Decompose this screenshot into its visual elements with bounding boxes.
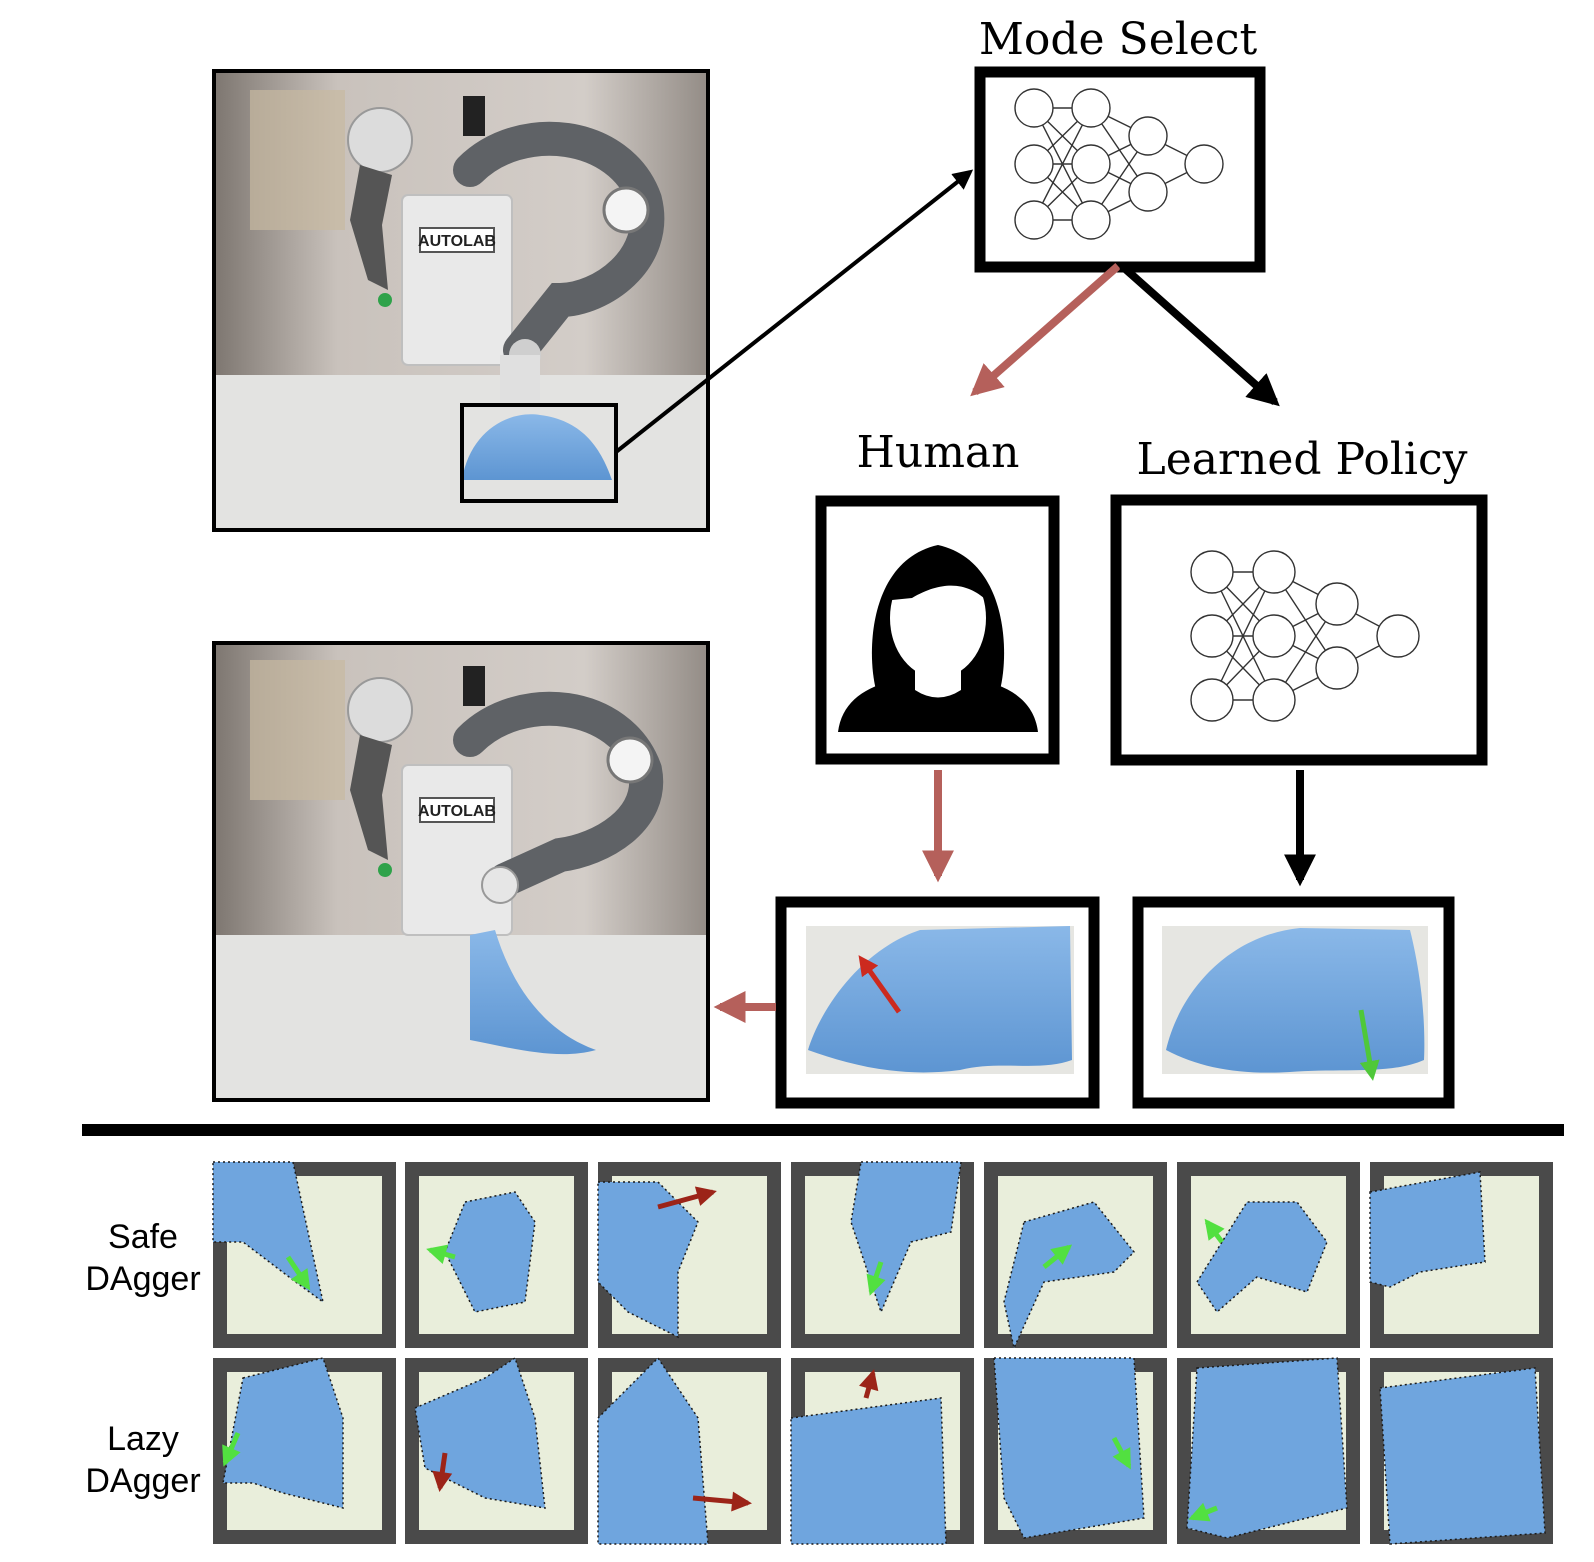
- mode-to-human-arrow: [970, 262, 1121, 397]
- robot-logo-text: AUTOLAB: [418, 233, 496, 250]
- cloth-highlight-box: [460, 403, 618, 503]
- red-action-arrowhead: [731, 1491, 752, 1512]
- cloth-shape: [222, 1357, 344, 1509]
- green-action-arrowhead: [866, 1273, 886, 1296]
- cloth-shape: [597, 1356, 709, 1545]
- cloth-shape: [597, 1181, 699, 1339]
- row-label-safe-line1: Safe: [108, 1218, 178, 1256]
- cloth-shape: [1369, 1171, 1486, 1288]
- human-label: Human: [856, 427, 1019, 478]
- robot-logo: [419, 227, 495, 253]
- human-correction-arrow: [858, 955, 902, 1014]
- human-action-box: [775, 896, 1100, 1109]
- green-action-arrowhead: [290, 1268, 311, 1291]
- green-action-arrowhead: [1050, 1244, 1073, 1265]
- learned-policy-box: [1110, 494, 1488, 766]
- trajectory-tile: [984, 1357, 1167, 1544]
- trajectory-tile: [405, 1162, 588, 1348]
- green-action-arrowhead: [1188, 1502, 1211, 1522]
- red-action-arrowhead: [859, 1369, 879, 1392]
- trajectory-tile: [405, 1356, 588, 1544]
- cloth-shape: [1196, 1201, 1328, 1314]
- trajectory-tiles: [212, 1161, 1553, 1545]
- cloth-shape: [414, 1356, 546, 1509]
- trajectory-tile: [790, 1358, 974, 1545]
- human-box: [815, 495, 1060, 765]
- red-action-arrowhead: [432, 1470, 453, 1492]
- trajectory-tile: [1177, 1162, 1360, 1348]
- observation-to-mode-select-arrow: [614, 169, 974, 454]
- robot-photo-top: AUTOLAB: [212, 69, 710, 532]
- cloth-shape: [1003, 1201, 1136, 1351]
- row-label-lazy-line1: Lazy: [107, 1420, 179, 1458]
- policy-action-arrow: [1358, 1009, 1380, 1081]
- trajectory-tile: [984, 1162, 1167, 1351]
- cloth-shape: [993, 1357, 1145, 1539]
- trajectory-tile: [1369, 1162, 1553, 1348]
- robot-photo-bottom: AUTOLAB: [212, 641, 710, 1102]
- trajectory-tile: [212, 1161, 396, 1348]
- trajectory-tile: [1177, 1357, 1360, 1544]
- trajectory-tile: [597, 1356, 781, 1545]
- policy-network-icon: [1190, 550, 1420, 722]
- mode-select-title: Mode Select: [979, 14, 1258, 65]
- green-action-arrowhead: [426, 1244, 449, 1264]
- row-label-safe-line2: DAgger: [85, 1260, 200, 1298]
- green-action-arrowhead: [1112, 1447, 1131, 1470]
- robot-logo-text-2: AUTOLAB: [418, 803, 496, 820]
- cloth-shape: [790, 1397, 947, 1545]
- mode-to-policy-arrow: [1119, 263, 1280, 407]
- trajectory-tile: [213, 1357, 396, 1544]
- trajectory-tile: [791, 1161, 974, 1348]
- red-action-arrowhead: [694, 1186, 717, 1206]
- cloth-shape: [1379, 1367, 1546, 1545]
- mode-select-network-box: [974, 66, 1266, 273]
- green-action-arrowhead: [222, 1444, 241, 1467]
- trajectory-tile: [597, 1162, 781, 1348]
- learned-policy-label: Learned Policy: [1136, 434, 1467, 485]
- trajectory-tile: [1370, 1358, 1553, 1545]
- policy-action-box: [1132, 896, 1455, 1109]
- cloth-shape: [1186, 1357, 1348, 1539]
- mode-select-network-icon: [1014, 88, 1224, 240]
- row-label-lazy-line2: DAgger: [85, 1462, 200, 1500]
- person-icon: [838, 545, 1038, 732]
- section-divider: [82, 1124, 1564, 1136]
- green-action-arrowhead: [1204, 1218, 1225, 1241]
